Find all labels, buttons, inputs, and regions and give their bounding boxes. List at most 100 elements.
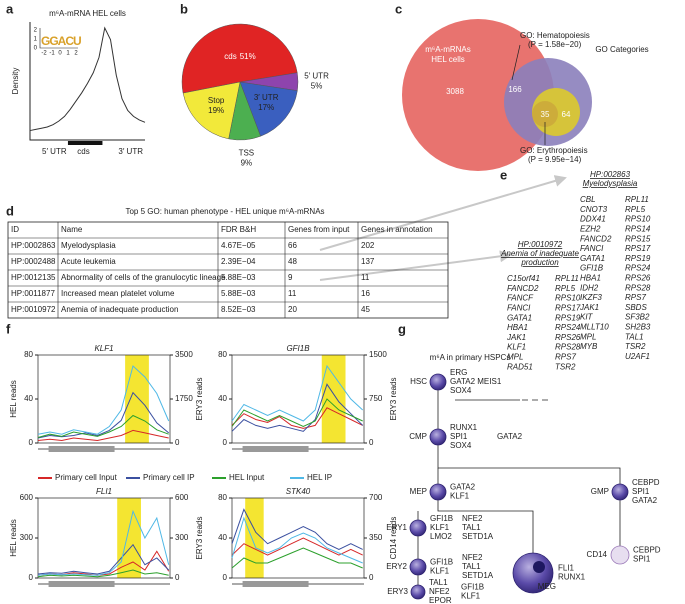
gene: RPS7 [625,293,646,302]
table-cell: HP:0002488 [11,257,56,266]
venn-count: 166 [508,85,522,94]
tree-edge [437,437,621,492]
y2-axis-label: ERY3 reads [389,378,398,421]
motif-y-tick: 1 [34,37,38,43]
gene: RPS28 [555,343,581,352]
table-cell: 8.52E−03 [221,305,256,314]
cell-label: MEG [538,582,556,591]
gene: FANCD2 [580,234,612,243]
slice-label: 5′ UTR [304,72,329,81]
gene: KLF1 [507,343,526,352]
gene: C15orf41 [507,274,540,283]
gene: KIT [580,313,594,322]
motif-logo: GGACU [41,34,81,48]
slice-value: 19% [208,106,224,115]
x-tick-label: cds [77,147,89,156]
factor: GFI1B [430,514,453,523]
gene: FANCF [507,294,534,303]
gene: RPS24 [555,323,581,332]
factor: SPI1 [633,555,651,564]
legend-label: Primary cell IP [143,473,195,482]
gene: SH2B3 [625,323,651,332]
y-axis-label: Density [11,68,20,95]
track-line [37,550,170,576]
gene: EZH2 [580,225,601,234]
track-frame [37,497,171,579]
gene: FANCI [507,304,531,313]
motif-x-tick: 1 [66,51,70,57]
gene: CBL [580,195,596,204]
y2-tick-label: 0 [369,573,374,582]
track-line [231,508,363,550]
y-tick-label: 600 [20,493,34,502]
axis [29,22,145,141]
legend-label: HEL Input [229,473,265,482]
cell [409,519,427,537]
motif-y-tick: 2 [34,28,38,34]
factor: GATA2 [632,496,658,505]
motif-x-tick: -2 [41,51,47,57]
venn-annotation: (P = 9.95e−14) [528,155,582,164]
track-line [37,509,170,576]
track-line [37,414,169,438]
gene-exon [48,581,115,587]
table-cell: 137 [361,257,375,266]
gene: CNOT3 [580,205,608,214]
factor: RUNX1 [558,573,586,582]
cell-label: CD14 [587,550,608,559]
track-line [231,516,363,564]
gene: RPL5 [625,205,646,214]
track-line [37,365,170,435]
factor: SOX4 [450,441,472,450]
gene: RPS15 [625,234,651,243]
gene: RPS10 [625,215,651,224]
factor: LMO2 [430,532,452,541]
cell-label: ERY2 [386,562,407,571]
factor: NFE2 [462,553,483,562]
y2-tick-label: 350 [369,533,383,542]
y-tick-label: 0 [29,438,34,447]
table-cell: Acute leukemia [61,257,116,266]
table-cell: HP:0012135 [11,273,56,282]
track-line [37,429,169,442]
table-cell: Abnormality of cells of the granulocytic… [61,273,226,282]
gene: RPS24 [625,264,651,273]
track-title: GFI1B [286,344,310,353]
list-id: HP:002863 [590,170,631,179]
slice-label: TSS [239,148,255,157]
gene: MYB [580,342,598,351]
pie-slice [182,81,241,140]
slice-value: 51% [240,52,256,61]
table-cell: 16 [361,289,370,298]
gene: SBDS [625,303,647,312]
track-title: FLI1 [96,487,112,496]
slice-label: cds 51% [224,52,255,61]
y-axis-label: HEL reads [9,380,18,418]
y2-tick-label: 600 [175,493,189,502]
table-cell: HP:0010972 [11,305,56,314]
highlight [117,498,141,578]
y2-axis-label: CD14 reads [389,517,398,560]
y-axis-label: HEL reads [9,519,18,557]
legend-label: HEL IP [307,473,332,482]
gene: RPL11 [625,195,649,204]
slice-name: cds [224,52,236,61]
y2-tick-label: 0 [369,438,374,447]
factor: RUNX1 [450,423,478,432]
venn-count: 3088 [446,87,464,96]
table-cell: 5.88E−03 [221,273,256,282]
gene: RPS17 [625,244,651,253]
table-cell: 2.39E−04 [221,257,256,266]
factor: GFI1B [461,583,484,592]
panel-label: c [395,1,402,16]
motif-x-tick: 0 [58,51,62,57]
cell [429,483,447,501]
cell-label: GMP [591,487,609,496]
gene: RPS26 [625,274,651,283]
gene: TSR2 [555,362,576,371]
factor: KLF1 [430,523,450,532]
venn-label: HEL cells [431,55,465,64]
gene: HBA1 [507,323,528,332]
slice-value: 9% [241,158,253,167]
table-header: FDR B&H [221,225,256,234]
